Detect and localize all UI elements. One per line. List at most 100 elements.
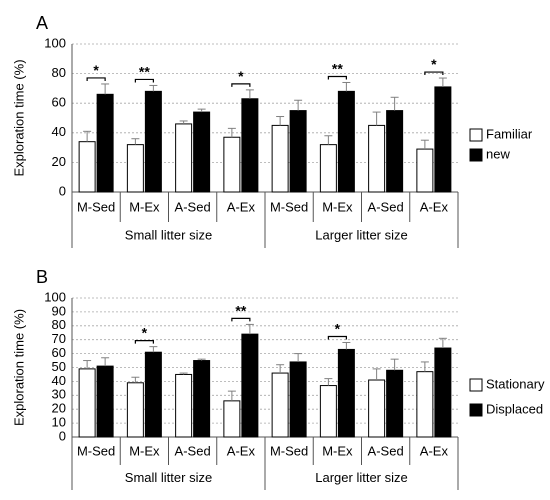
- bar-stationary: [368, 379, 386, 438]
- y-tick-label: 100: [44, 289, 66, 304]
- legend-label: Stationary: [486, 376, 545, 391]
- category-label: M-Ex: [129, 199, 160, 214]
- y-tick-label: 20: [52, 401, 66, 416]
- significance-marker: *: [238, 68, 244, 84]
- bar-displaced: [241, 333, 259, 438]
- bar-new: [386, 110, 404, 193]
- significance-marker: *: [335, 320, 341, 336]
- bar-displaced: [337, 348, 355, 438]
- significance-bracket: [424, 71, 444, 76]
- significance-bracket: [231, 317, 251, 322]
- bar-familiar: [319, 144, 337, 193]
- significance-bracket: [231, 83, 251, 87]
- y-tick-label: 0: [59, 428, 66, 443]
- y-tick-label: 0: [59, 183, 66, 198]
- bar-displaced: [434, 347, 452, 438]
- bar-stationary: [271, 372, 289, 438]
- category-label: A-Ex: [420, 443, 449, 458]
- y-tick-label: 60: [52, 95, 66, 110]
- bar-familiar: [271, 124, 289, 193]
- legend-label: new: [486, 146, 510, 161]
- significance-bracket: [86, 77, 106, 81]
- category-label: A-Sed: [368, 443, 404, 458]
- legend-label: Familiar: [486, 126, 533, 141]
- y-tick-label: 30: [52, 387, 66, 402]
- significance-marker: **: [235, 302, 246, 318]
- bar-stationary: [223, 400, 241, 438]
- bar-stationary: [416, 371, 434, 438]
- bar-stationary: [319, 385, 337, 438]
- bar-new: [193, 111, 211, 193]
- bar-displaced: [386, 369, 404, 438]
- category-label: M-Sed: [270, 443, 308, 458]
- legend-swatch: [469, 403, 483, 417]
- bar-new: [241, 98, 259, 193]
- y-tick-label: 10: [52, 415, 66, 430]
- significance-bracket: [134, 78, 154, 83]
- bar-familiar: [175, 123, 193, 193]
- significance-marker: *: [142, 325, 148, 341]
- bar-familiar: [78, 141, 96, 193]
- bar-new: [144, 90, 162, 193]
- y-tick-label: 70: [52, 331, 66, 346]
- group-label: Small litter size: [125, 227, 212, 242]
- category-label: A-Sed: [175, 199, 211, 214]
- bar-new: [96, 93, 114, 193]
- category-label: A-Sed: [175, 443, 211, 458]
- category-label: M-Ex: [322, 199, 353, 214]
- group-label: Small litter size: [125, 470, 212, 485]
- y-tick-label: 100: [44, 35, 66, 50]
- category-label: M-Ex: [322, 443, 353, 458]
- category-label: M-Ex: [129, 443, 160, 458]
- significance-bracket: [327, 335, 347, 340]
- y-tick-label: 40: [52, 373, 66, 388]
- category-label: M-Sed: [270, 199, 308, 214]
- bar-familiar: [223, 136, 241, 193]
- bar-displaced: [289, 361, 307, 438]
- category-label: A-Sed: [368, 199, 404, 214]
- bar-displaced: [193, 360, 211, 438]
- bar-stationary: [78, 368, 96, 438]
- bar-displaced: [96, 365, 114, 438]
- bar-familiar: [126, 144, 144, 193]
- significance-marker: **: [139, 63, 150, 79]
- significance-marker: *: [431, 56, 437, 72]
- legend-swatch: [469, 128, 483, 142]
- legend-label: Displaced: [486, 401, 543, 416]
- bar-new: [434, 86, 452, 193]
- bar-new: [337, 90, 355, 193]
- legend-swatch: [469, 378, 483, 392]
- category-label: A-Ex: [420, 199, 449, 214]
- y-tick-label: 80: [52, 65, 66, 80]
- y-tick-label: 20: [52, 154, 66, 169]
- bar-familiar: [416, 148, 434, 193]
- significance-marker: *: [93, 62, 99, 78]
- y-axis-label: Exploration time (%): [11, 59, 26, 176]
- legend-swatch: [469, 148, 483, 162]
- group-label: Larger litter size: [315, 227, 407, 242]
- category-label: A-Ex: [227, 199, 256, 214]
- significance-marker: **: [332, 60, 343, 76]
- significance-bracket: [134, 340, 154, 344]
- bar-new: [289, 110, 307, 193]
- category-label: M-Sed: [77, 199, 115, 214]
- bar-stationary: [126, 382, 144, 438]
- y-tick-label: 90: [52, 303, 66, 318]
- y-tick-label: 50: [52, 359, 66, 374]
- panel-label: A: [36, 13, 48, 33]
- y-tick-label: 40: [52, 124, 66, 139]
- panel-a: A 0 20 40 60 80 100 Exploration time (%) M-Sed M-…: [11, 13, 533, 248]
- bar-stationary: [175, 373, 193, 438]
- y-axis-label: Exploration time (%): [11, 309, 26, 426]
- panel-label: B: [36, 267, 48, 287]
- category-label: M-Sed: [77, 443, 115, 458]
- y-tick-label: 80: [52, 317, 66, 332]
- bar-displaced: [144, 351, 162, 438]
- significance-bracket: [327, 75, 347, 80]
- category-label: A-Ex: [227, 443, 256, 458]
- y-tick-label: 60: [52, 345, 66, 360]
- group-label: Larger litter size: [315, 470, 407, 485]
- bar-familiar: [368, 124, 386, 193]
